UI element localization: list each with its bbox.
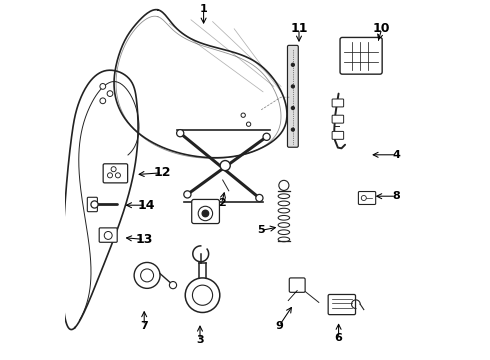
FancyBboxPatch shape: [332, 99, 343, 107]
Text: 13: 13: [136, 233, 153, 246]
Text: 7: 7: [140, 321, 148, 331]
Text: 5: 5: [257, 225, 265, 235]
Circle shape: [184, 191, 191, 198]
Text: 4: 4: [392, 150, 400, 160]
Circle shape: [292, 128, 294, 131]
Text: 6: 6: [335, 333, 343, 343]
Ellipse shape: [278, 208, 290, 213]
FancyBboxPatch shape: [328, 294, 356, 315]
Text: 9: 9: [275, 321, 283, 331]
Circle shape: [104, 231, 112, 239]
FancyBboxPatch shape: [332, 115, 343, 123]
Circle shape: [116, 173, 121, 178]
Text: 11: 11: [290, 22, 308, 35]
Circle shape: [361, 195, 367, 201]
Circle shape: [185, 278, 220, 312]
Circle shape: [111, 167, 116, 172]
Ellipse shape: [278, 237, 290, 242]
Text: 12: 12: [153, 166, 171, 179]
Circle shape: [100, 84, 106, 89]
Circle shape: [263, 133, 270, 140]
Circle shape: [91, 201, 98, 208]
FancyBboxPatch shape: [87, 197, 98, 212]
Circle shape: [134, 262, 160, 288]
Circle shape: [176, 130, 184, 137]
FancyBboxPatch shape: [358, 192, 376, 204]
Circle shape: [256, 194, 263, 202]
Circle shape: [202, 210, 209, 217]
Circle shape: [279, 180, 289, 190]
Text: 2: 2: [218, 198, 225, 208]
Circle shape: [292, 63, 294, 66]
Circle shape: [292, 85, 294, 88]
FancyBboxPatch shape: [192, 199, 220, 224]
Circle shape: [141, 269, 153, 282]
FancyBboxPatch shape: [332, 131, 343, 139]
Circle shape: [246, 122, 251, 126]
FancyBboxPatch shape: [103, 164, 127, 183]
Circle shape: [107, 91, 113, 96]
Circle shape: [193, 285, 213, 305]
Circle shape: [100, 98, 106, 104]
FancyBboxPatch shape: [340, 37, 382, 74]
Circle shape: [241, 113, 245, 117]
Circle shape: [170, 282, 176, 289]
Ellipse shape: [278, 194, 290, 198]
Circle shape: [292, 107, 294, 109]
Circle shape: [220, 161, 230, 171]
Ellipse shape: [278, 222, 290, 228]
Text: 10: 10: [373, 22, 391, 35]
Ellipse shape: [278, 230, 290, 235]
Text: 1: 1: [200, 4, 207, 14]
Text: 14: 14: [137, 199, 155, 212]
FancyBboxPatch shape: [289, 278, 305, 292]
FancyBboxPatch shape: [288, 45, 298, 147]
FancyBboxPatch shape: [99, 228, 117, 242]
Text: 8: 8: [392, 191, 400, 201]
Ellipse shape: [278, 215, 290, 220]
Circle shape: [198, 206, 213, 221]
Text: 3: 3: [196, 335, 204, 345]
Circle shape: [107, 173, 113, 178]
Ellipse shape: [278, 201, 290, 206]
